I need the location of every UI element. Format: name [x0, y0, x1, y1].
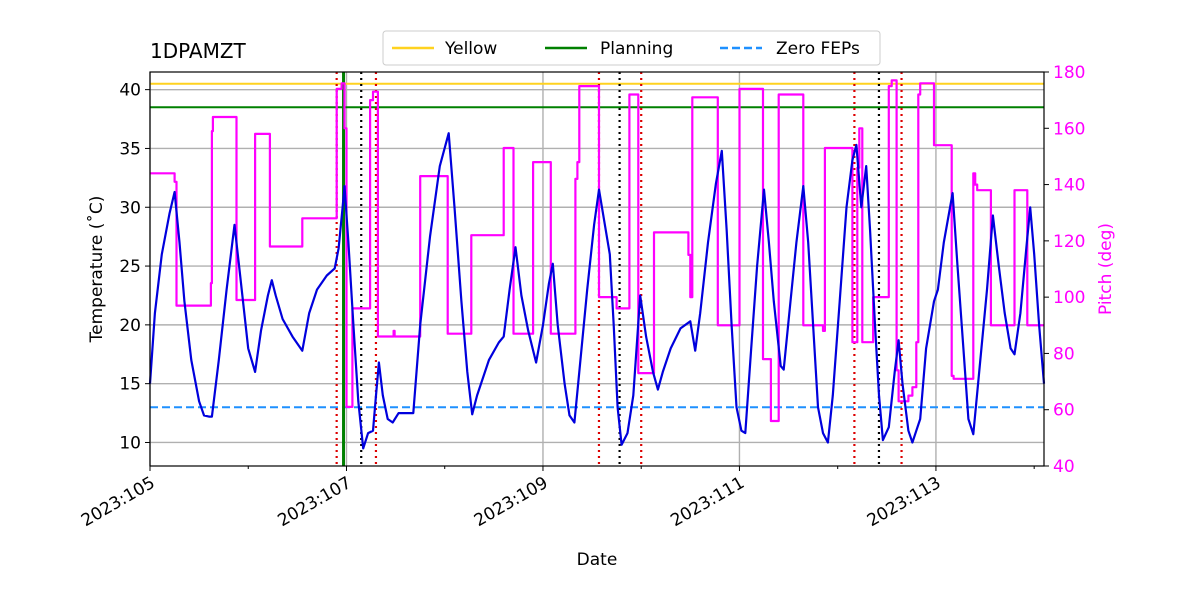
y-tick-label: 35: [119, 139, 141, 159]
y-axis-label: Temperature (˚C): [86, 196, 107, 344]
temperature-series-line: [148, 132, 1046, 450]
legend-label: Planning: [600, 39, 673, 59]
y-tick-label: 20: [119, 316, 141, 336]
plot-frame: [149, 71, 1045, 467]
y-tick-label: 15: [119, 375, 141, 395]
y2-tick-label: 120: [1053, 232, 1085, 252]
y-tick-label: 25: [119, 257, 141, 277]
y2-tick-label: 160: [1053, 119, 1085, 139]
y2-tick-label: 180: [1053, 63, 1085, 83]
legend-box: [382, 30, 881, 66]
y-tick-label: 30: [119, 198, 141, 218]
y2-tick-label: 140: [1053, 176, 1085, 196]
limit-lines: [150, 82, 1044, 409]
y2-axis-label: Pitch (deg): [1096, 223, 1116, 315]
y2-tick-label: 100: [1053, 288, 1085, 308]
y-axis-left: 10 15 20 25 30 35 40: [119, 81, 150, 453]
legend-label: Zero FEPs: [776, 39, 860, 59]
event-lines: [335, 72, 903, 466]
y-axis-right: 40 60 80 100 120 140 160 180: [1044, 63, 1085, 477]
legend: Yellow Planning Zero FEPs: [382, 30, 881, 66]
y2-tick-label: 80: [1053, 344, 1075, 364]
y2-tick-label: 60: [1053, 401, 1075, 421]
series: [148, 79, 1046, 450]
x-axis-label: Date: [577, 550, 618, 570]
y-tick-label: 40: [119, 81, 141, 101]
y2-tick-label: 40: [1053, 457, 1075, 477]
pitch-series-line: [150, 79, 1044, 423]
legend-label: Yellow: [444, 39, 497, 59]
y-tick-label: 10: [119, 433, 141, 453]
chart-title: 1DPAMZT: [150, 39, 247, 63]
